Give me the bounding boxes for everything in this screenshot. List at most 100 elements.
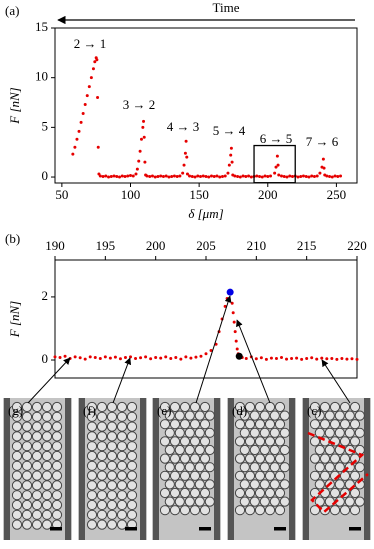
data-point xyxy=(320,356,324,360)
droplet xyxy=(319,470,331,481)
droplet xyxy=(96,509,108,520)
droplet xyxy=(31,411,43,422)
panel-label: (b) xyxy=(5,231,20,246)
droplet xyxy=(259,479,270,490)
droplet xyxy=(116,431,128,442)
data-point xyxy=(81,111,85,115)
droplet xyxy=(189,436,201,447)
droplet xyxy=(254,470,266,481)
pointer-arrow xyxy=(195,295,232,404)
droplet xyxy=(11,460,23,471)
x-tick-label: 195 xyxy=(96,238,116,253)
droplet xyxy=(106,509,118,520)
droplet xyxy=(169,505,181,516)
droplet xyxy=(126,480,138,491)
droplet xyxy=(21,470,33,481)
data-point xyxy=(73,355,77,359)
droplet xyxy=(349,505,361,516)
data-point xyxy=(196,174,200,178)
droplet xyxy=(51,490,63,501)
droplet xyxy=(174,462,185,473)
droplet xyxy=(319,419,331,430)
droplet xyxy=(309,505,321,516)
data-point xyxy=(159,174,163,178)
droplet xyxy=(11,490,23,501)
droplet xyxy=(164,444,175,456)
data-point xyxy=(184,139,188,143)
droplet xyxy=(239,444,250,456)
droplet xyxy=(51,441,63,452)
droplet xyxy=(254,419,266,430)
droplet xyxy=(31,421,43,432)
data-point xyxy=(315,174,319,178)
x-tick-label: 200 xyxy=(258,187,278,202)
droplet xyxy=(254,436,266,447)
data-point xyxy=(63,354,67,358)
droplet xyxy=(274,401,286,413)
data-point xyxy=(269,356,273,360)
droplet xyxy=(279,462,290,473)
droplet xyxy=(21,499,33,511)
data-point xyxy=(235,352,243,360)
droplet xyxy=(31,441,43,452)
droplet xyxy=(309,453,321,464)
droplet xyxy=(41,431,53,442)
droplet xyxy=(264,419,276,430)
data-point xyxy=(96,96,100,100)
droplet xyxy=(116,499,128,511)
droplet xyxy=(279,496,290,507)
droplet xyxy=(264,487,276,499)
data-point xyxy=(190,175,194,179)
channel-wall xyxy=(303,398,309,540)
data-point xyxy=(263,174,267,178)
data-point xyxy=(318,171,322,175)
droplet xyxy=(169,419,181,430)
droplet xyxy=(344,410,355,421)
droplet xyxy=(199,401,211,413)
data-point xyxy=(233,330,237,334)
data-point xyxy=(322,166,326,170)
droplet xyxy=(234,470,246,481)
droplet xyxy=(334,410,345,421)
droplet xyxy=(249,410,260,421)
x-tick-label: 250 xyxy=(327,187,347,202)
data-point xyxy=(75,137,79,141)
droplet xyxy=(21,519,33,530)
data-point xyxy=(161,175,165,179)
droplet xyxy=(269,444,280,456)
guide-line xyxy=(307,431,369,514)
droplet xyxy=(249,479,260,490)
data-point xyxy=(98,174,102,178)
data-point xyxy=(199,175,203,179)
data-point xyxy=(185,172,189,176)
data-point xyxy=(274,165,278,169)
droplet xyxy=(349,487,361,499)
droplet xyxy=(259,496,270,507)
droplet xyxy=(199,453,211,464)
data-point xyxy=(123,355,127,359)
droplet xyxy=(96,470,108,481)
droplet xyxy=(106,470,118,481)
data-point xyxy=(98,356,102,360)
droplet xyxy=(259,410,270,421)
droplet xyxy=(204,479,215,490)
data-point xyxy=(88,355,92,359)
data-point xyxy=(304,175,308,179)
droplet xyxy=(254,453,266,464)
droplet xyxy=(249,444,260,456)
data-point xyxy=(236,175,240,179)
droplet xyxy=(11,519,23,530)
droplet xyxy=(184,462,195,473)
droplet xyxy=(116,401,128,413)
x-axis-label: δ [μm] xyxy=(188,206,223,221)
data-point xyxy=(96,145,100,149)
droplet xyxy=(106,480,118,491)
data-point xyxy=(77,129,81,133)
droplet xyxy=(199,436,211,447)
data-point xyxy=(264,357,268,361)
scale-bar xyxy=(50,527,62,531)
droplet xyxy=(179,436,191,447)
annotation: 7 → 6 xyxy=(306,134,339,149)
droplet xyxy=(116,490,128,501)
data-point xyxy=(167,175,171,179)
